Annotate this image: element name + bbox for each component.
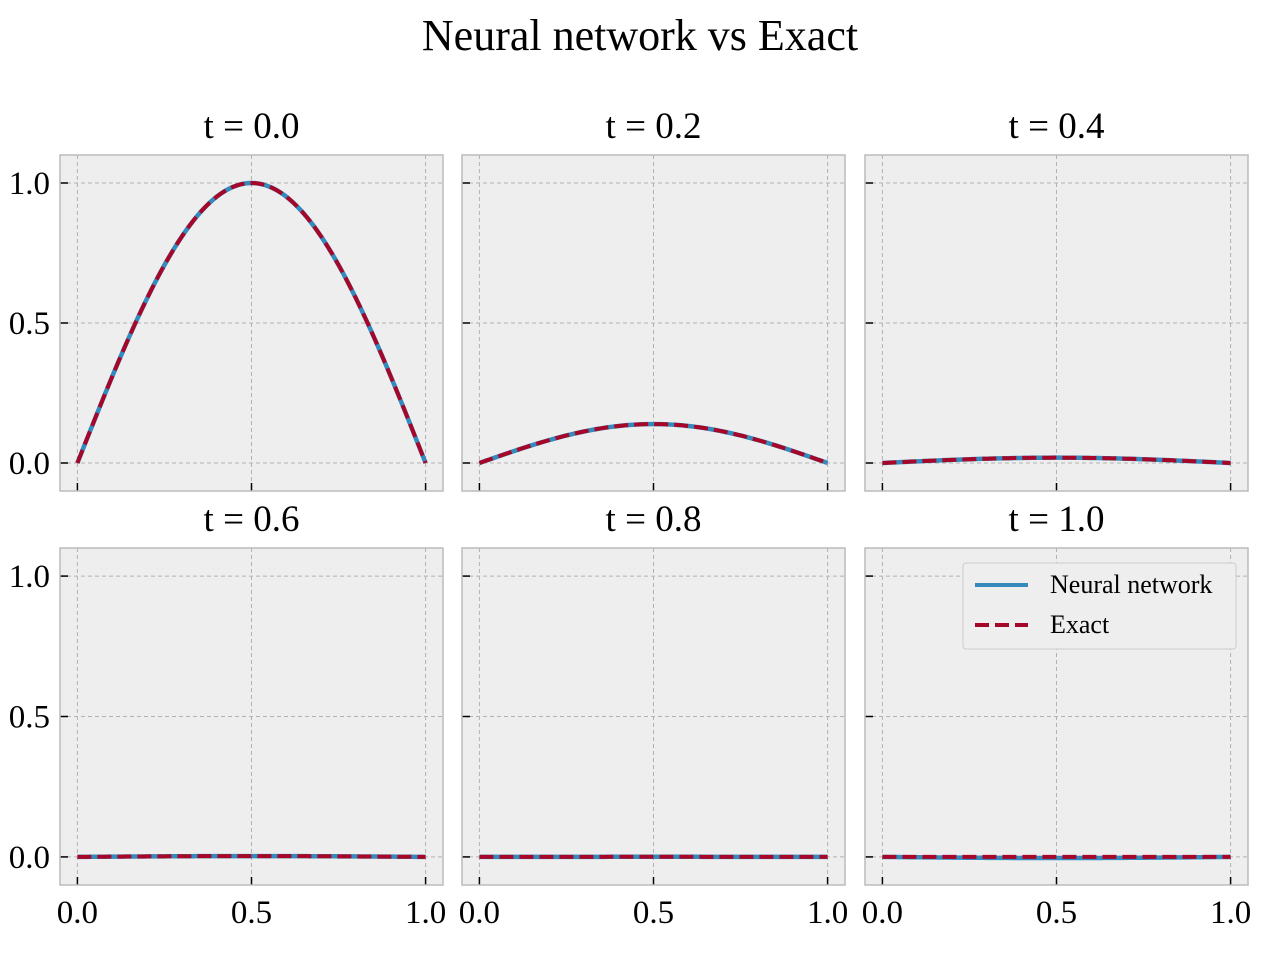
x-tick-label: 0.5 [633, 895, 674, 931]
exact-series-line [77, 854, 426, 859]
x-tick-label: 0.5 [1036, 895, 1077, 931]
plot-frame [59, 547, 444, 886]
x-tick-label: 1.0 [807, 895, 848, 931]
legend-neural-label: Neural network [1050, 570, 1212, 599]
x-tick-label: 0.0 [459, 895, 500, 931]
plot-frame [461, 154, 846, 492]
figure-title: Neural network vs Exact [421, 11, 859, 60]
subplot-title: t = 1.0 [1009, 499, 1105, 540]
y-tick-label: 1.0 [9, 166, 50, 202]
subplot-4: t = 0.6 0.0 0.5 1.0 0.0 0.5 1.0 [9, 499, 446, 931]
legend-exact-label: Exact [1050, 610, 1110, 639]
subplot-2: t = 0.2 [461, 106, 846, 492]
subplot-title: t = 0.0 [204, 106, 300, 147]
subplot-title: t = 0.2 [606, 106, 702, 147]
y-tick-label: 0.5 [9, 700, 50, 736]
x-tick-label: 1.0 [1210, 895, 1251, 931]
subplot-title: t = 0.6 [204, 499, 300, 540]
x-tick-label: 1.0 [405, 895, 446, 931]
y-tick-label: 0.5 [9, 306, 50, 342]
subplot-title: t = 0.8 [606, 499, 702, 540]
subplot-title: t = 0.4 [1009, 106, 1105, 147]
exact-series-line [882, 455, 1231, 465]
y-tick-label: 0.0 [9, 840, 50, 876]
plot-frame [461, 547, 846, 886]
x-tick-label: 0.0 [57, 895, 98, 931]
y-tick-label: 1.0 [9, 559, 50, 595]
x-tick-label: 0.0 [862, 895, 903, 931]
subplot-5: t = 0.8 0.0 0.5 1.0 [459, 499, 848, 931]
exact-series-line [478, 422, 829, 465]
y-tick-label: 0.0 [9, 446, 50, 482]
plot-frame [59, 154, 444, 492]
subplot-1: t = 0.0 0.0 0.5 1.0 [9, 106, 444, 492]
subplot-3: t = 0.4 [864, 106, 1249, 492]
plot-frame [864, 547, 1249, 886]
legend-box [962, 562, 1237, 650]
exact-series-line [75, 180, 428, 464]
plot-frame [864, 154, 1249, 492]
legend: Neural network Exact [962, 562, 1237, 650]
x-tick-label: 0.5 [231, 895, 272, 931]
